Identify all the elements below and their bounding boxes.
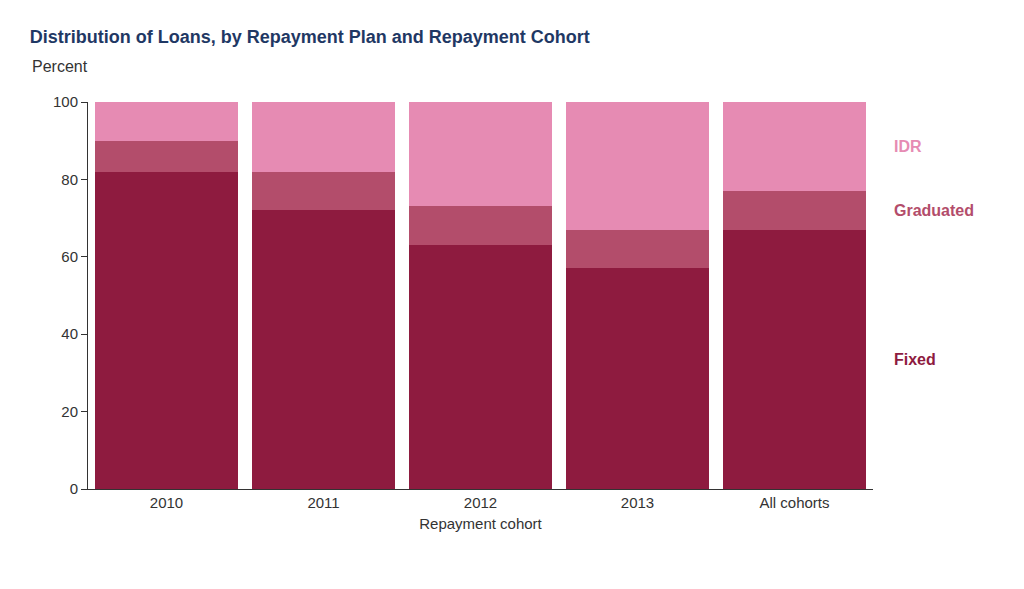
svg-text:2012: 2012 [464,494,497,511]
svg-text:100: 100 [53,93,78,110]
svg-text:Graduated: Graduated [894,202,974,219]
svg-text:Distribution of Loans, by Repa: Distribution of Loans, by Repayment Plan… [30,27,590,47]
svg-text:2011: 2011 [307,494,339,511]
svg-text:40: 40 [61,325,78,342]
svg-text:IDR: IDR [894,138,922,155]
svg-text:Percent: Percent [32,58,88,75]
svg-text:80: 80 [61,171,78,188]
svg-text:2010: 2010 [150,494,183,511]
svg-text:All cohorts: All cohorts [759,494,829,511]
svg-text:60: 60 [61,248,78,265]
svg-text:Fixed: Fixed [894,351,936,368]
svg-text:20: 20 [61,403,78,420]
svg-text:Repayment cohort: Repayment cohort [419,515,542,532]
svg-text:2013: 2013 [621,494,654,511]
svg-text:0: 0 [70,480,78,497]
